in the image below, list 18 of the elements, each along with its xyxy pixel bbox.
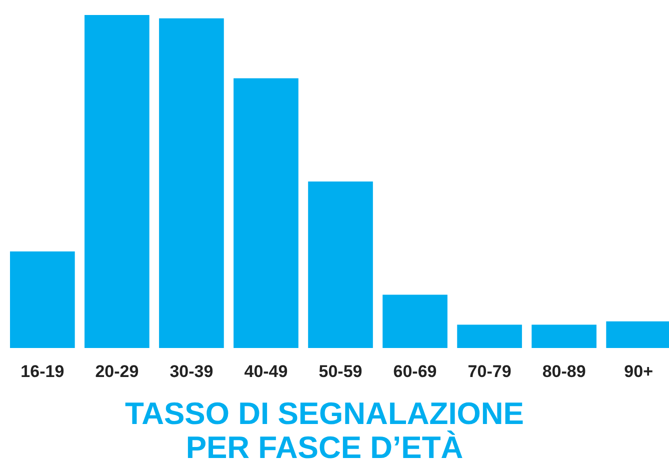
- x-tick-label: 70-79: [468, 362, 512, 381]
- x-tick-label: 80-89: [542, 362, 586, 381]
- bar: [234, 78, 298, 348]
- bar: [10, 251, 75, 348]
- x-tick-label: 40-49: [244, 362, 288, 381]
- text: TASSO DI SEGNALAZIONE PER FASCE D’ETÀ: [124, 396, 524, 465]
- x-tick-label: 90+: [624, 362, 654, 381]
- bar: [308, 182, 373, 348]
- x-tick-label: 50-59: [318, 362, 362, 381]
- x-tick-label: 30-39: [170, 362, 214, 381]
- bar: [159, 18, 224, 348]
- bar: [457, 324, 522, 348]
- x-tick-label: 60-69: [393, 362, 437, 381]
- x-tick-label: 20-29: [95, 362, 139, 381]
- bar: [382, 294, 448, 348]
- bar: [84, 15, 150, 348]
- bar: [532, 324, 596, 348]
- x-tick-label: 16-19: [20, 362, 64, 381]
